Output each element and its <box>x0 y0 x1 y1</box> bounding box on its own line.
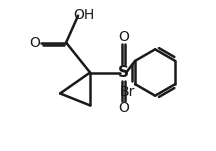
Text: OH: OH <box>73 8 95 22</box>
Text: O: O <box>118 101 129 115</box>
Text: O: O <box>118 30 129 44</box>
Text: Br: Br <box>120 85 135 99</box>
Text: O: O <box>30 36 40 50</box>
Text: S: S <box>118 65 129 80</box>
